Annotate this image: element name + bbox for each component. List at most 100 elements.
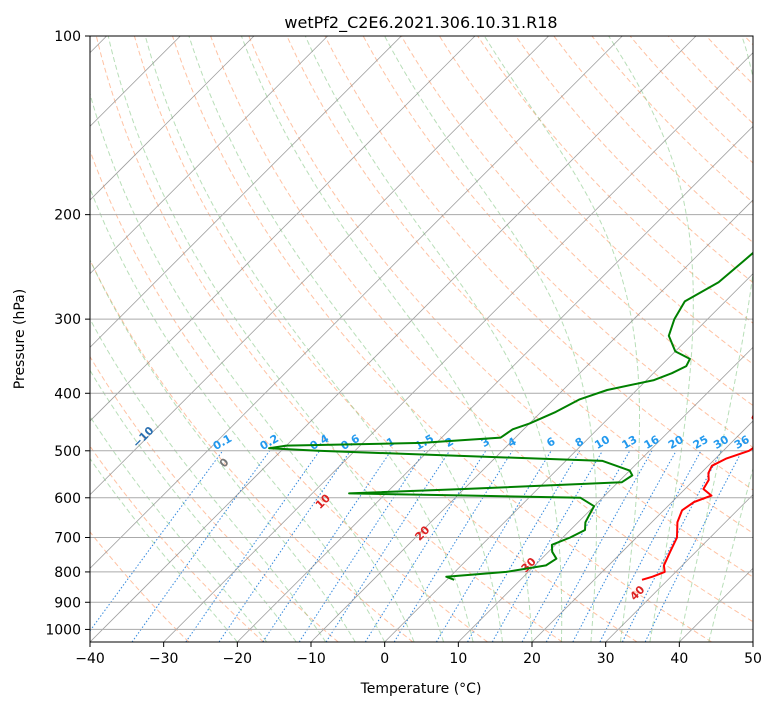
x-tick-label: 30 (597, 651, 615, 667)
x-tick-label: 40 (670, 651, 688, 667)
x-tick-label: 10 (449, 651, 467, 667)
x-tick-label: 0 (380, 651, 389, 667)
dry-adiabat (90, 531, 190, 642)
mixing-ratio-line (599, 450, 702, 642)
mixing-ratio-line (467, 450, 581, 642)
y-tick-label: 600 (54, 491, 81, 507)
mixing-ratio-line (131, 450, 271, 642)
mixing-ratio-line (298, 450, 426, 642)
x-tick-label: 50 (744, 651, 762, 667)
mixing-ratio-label: 25 (691, 433, 711, 452)
mixing-ratio-line (521, 450, 631, 642)
y-axis-label: Pressure (hPa) (12, 289, 28, 389)
moist-adiabat (90, 318, 327, 642)
isotherm (310, 199, 753, 642)
y-tick-label: 700 (54, 531, 81, 547)
x-tick-label: −30 (149, 651, 179, 667)
dry-adiabat (90, 355, 339, 642)
isotherm (90, 36, 697, 642)
moist-adiabat (304, 36, 563, 642)
mixing-ratio-line (621, 450, 722, 642)
dry-adiabat (210, 36, 753, 623)
mixing-ratio-line (218, 450, 351, 642)
moist-adiabat (144, 36, 474, 642)
mixing-ratio-label: 10 (592, 433, 612, 452)
x-tick-label: −40 (75, 651, 105, 667)
dry-adiabat (90, 149, 488, 642)
dry-adiabat (477, 36, 753, 324)
dry-adiabat (324, 36, 753, 491)
x-tick-label: −10 (296, 651, 326, 667)
y-tick-label: 300 (54, 312, 81, 328)
isotherm (90, 36, 255, 201)
isotherm (605, 494, 753, 642)
mixing-ratio-line (435, 450, 552, 642)
isotherm (237, 125, 753, 642)
x-tick-label: −20 (223, 651, 253, 667)
mixing-ratio-label: 2 (443, 435, 456, 450)
temperature-profile-line (641, 413, 753, 581)
moist-adiabat (90, 258, 356, 642)
isotherm (163, 52, 753, 642)
dry-adiabat (553, 36, 753, 244)
y-tick-label: 100 (54, 29, 81, 45)
dewpoint-profile-line (268, 251, 753, 581)
moist-adiabat (384, 36, 597, 642)
chart-title: wetPf2_C2E6.2021.306.10.31.R18 (284, 13, 557, 33)
moist-adiabat (90, 457, 238, 642)
dry-adiabat-label: 0 (217, 455, 232, 470)
y-tick-label: 200 (54, 208, 81, 224)
dry-adiabat (400, 36, 753, 407)
isotherm (384, 273, 753, 642)
y-tick-label: 900 (54, 595, 81, 611)
dry-adiabat (172, 36, 712, 642)
mixing-ratio-line (185, 450, 321, 642)
dry-adiabat (286, 36, 753, 534)
dry-adiabat (90, 259, 414, 642)
mixing-ratio-label: 1 (384, 435, 397, 450)
moist-adiabat (708, 466, 753, 642)
isotherm (679, 567, 753, 642)
dry-adiabat (515, 36, 753, 284)
mixing-ratio-line (90, 450, 224, 632)
x-axis-label: Temperature (°C) (360, 681, 482, 697)
mixing-ratio-label: 13 (620, 433, 640, 452)
mixing-ratio-line (325, 450, 451, 642)
isotherm (458, 346, 753, 642)
moist-adiabat (483, 36, 640, 642)
mixing-ratio-label: 0.1 (211, 432, 234, 453)
moist-adiabat (90, 415, 268, 642)
mixing-ratio-line (393, 450, 513, 642)
dry-adiabat (744, 36, 753, 46)
mixing-ratio-label: 36 (732, 433, 752, 452)
mixing-ratio-line (545, 450, 653, 642)
mixing-ratio-label: 0.6 (338, 432, 362, 453)
dry-adiabat (667, 36, 753, 125)
mixing-ratio-label: 6 (544, 435, 557, 450)
isotherm (90, 36, 328, 275)
isotherm (90, 36, 623, 569)
moist-adiabat (188, 36, 503, 642)
moist-adiabat (107, 36, 445, 642)
dry-adiabat (133, 36, 638, 642)
mixing-ratio-label: 30 (711, 433, 731, 452)
isotherm (531, 420, 753, 642)
mixing-ratio-line (491, 450, 603, 642)
x-tick-label: 20 (523, 651, 541, 667)
y-tick-label: 500 (54, 444, 81, 460)
mixing-ratio-label: 16 (642, 433, 662, 452)
isotherm (90, 36, 549, 496)
dry-adiabat (591, 36, 753, 204)
y-tick-label: 800 (54, 565, 81, 581)
mixing-ratio-line (644, 450, 743, 642)
mixing-ratio-line (262, 450, 392, 642)
plot-frame (89, 35, 754, 643)
dry-adiabat-label: −10 (130, 424, 157, 451)
mixing-ratio-line (572, 450, 677, 642)
moist-adiabat (90, 187, 386, 642)
y-tick-label: 1000 (45, 622, 81, 638)
mixing-ratio-label: 4 (506, 435, 519, 450)
y-tick-label: 400 (54, 386, 81, 402)
moist-adiabat (678, 36, 753, 642)
